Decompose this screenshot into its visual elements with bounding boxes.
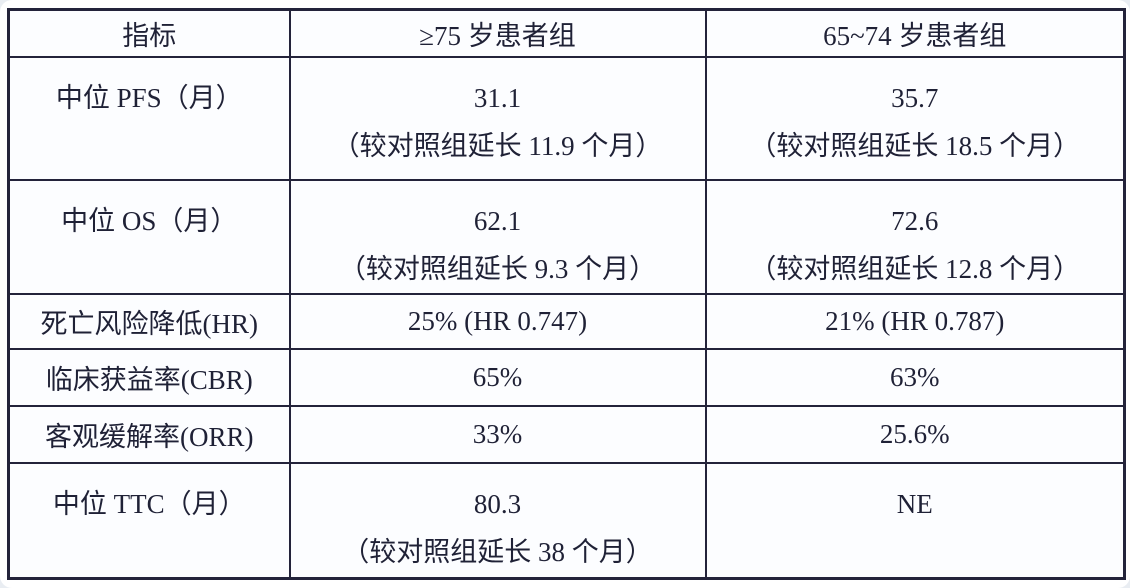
- outcomes-table: 指标 ≥75 岁患者组 65~74 岁患者组 中位 PFS（月） 31.1 （较…: [7, 8, 1126, 580]
- cell-group-65-74: 63%: [704, 347, 1126, 407]
- cell-group-65-74: 25.6%: [704, 404, 1126, 464]
- cell-group-75plus: 33%: [288, 404, 707, 464]
- row-label: 临床获益率(CBR): [7, 347, 291, 407]
- value-note: （较对照组延长 11.9 个月）: [332, 130, 663, 161]
- value-line: 33%: [472, 418, 523, 449]
- row-label: 死亡风险降低(HR): [7, 292, 291, 350]
- value-line: 35.7: [891, 82, 939, 113]
- row-label: 中位 TTC（月）: [7, 461, 291, 580]
- cell-group-65-74: 35.7 （较对照组延长 18.5 个月）: [704, 55, 1126, 181]
- cell-group-65-74: NE: [704, 461, 1126, 580]
- cell-group-75plus: 62.1 （较对照组延长 9.3 个月）: [288, 178, 707, 295]
- value-line: 80.3: [473, 488, 522, 519]
- row-label: 客观缓解率(ORR): [7, 404, 291, 464]
- value-note: （较对照组延长 38 个月）: [342, 536, 653, 567]
- cell-group-75plus: 65%: [288, 347, 707, 407]
- table-row: 中位 PFS（月） 31.1 （较对照组延长 11.9 个月） 35.7 （较对…: [7, 55, 1126, 181]
- row-label: 中位 OS（月）: [7, 178, 291, 295]
- table-row: 临床获益率(CBR) 65% 63%: [7, 347, 1126, 407]
- column-header-group-75plus: ≥75 岁患者组: [288, 8, 707, 58]
- cell-group-75plus: 25% (HR 0.747): [288, 292, 707, 350]
- column-header-indicator: 指标: [7, 8, 291, 58]
- value-line: 72.6: [891, 205, 939, 236]
- table-row: 客观缓解率(ORR) 33% 25.6%: [7, 404, 1126, 464]
- value-line: 21% (HR 0.787): [825, 305, 1005, 336]
- value-line: 65%: [472, 361, 523, 392]
- cell-group-75plus: 31.1 （较对照组延长 11.9 个月）: [288, 55, 707, 181]
- value-line: 62.1: [473, 205, 522, 236]
- value-line: 25% (HR 0.747): [407, 305, 588, 336]
- cell-group-65-74: 21% (HR 0.787): [704, 292, 1126, 350]
- table-header-row: 指标 ≥75 岁患者组 65~74 岁患者组: [7, 8, 1126, 58]
- value-note: （较对照组延长 18.5 个月）: [749, 130, 1081, 161]
- value-note: （较对照组延长 12.8 个月）: [749, 253, 1081, 284]
- row-label: 中位 PFS（月）: [7, 55, 291, 181]
- value-line: 31.1: [473, 82, 522, 113]
- value-line: NE: [896, 488, 933, 519]
- value-line: 25.6%: [879, 418, 950, 449]
- value-note: （较对照组延长 9.3 个月）: [338, 253, 657, 284]
- table-row: 中位 TTC（月） 80.3 （较对照组延长 38 个月） NE: [7, 461, 1126, 580]
- column-header-group-65-74: 65~74 岁患者组: [704, 8, 1126, 58]
- table-row: 中位 OS（月） 62.1 （较对照组延长 9.3 个月） 72.6 （较对照组…: [7, 178, 1126, 295]
- cell-group-75plus: 80.3 （较对照组延长 38 个月）: [288, 461, 707, 580]
- cell-group-65-74: 72.6 （较对照组延长 12.8 个月）: [704, 178, 1126, 295]
- table-row: 死亡风险降低(HR) 25% (HR 0.747) 21% (HR 0.787): [7, 292, 1126, 350]
- value-line: 63%: [890, 361, 940, 392]
